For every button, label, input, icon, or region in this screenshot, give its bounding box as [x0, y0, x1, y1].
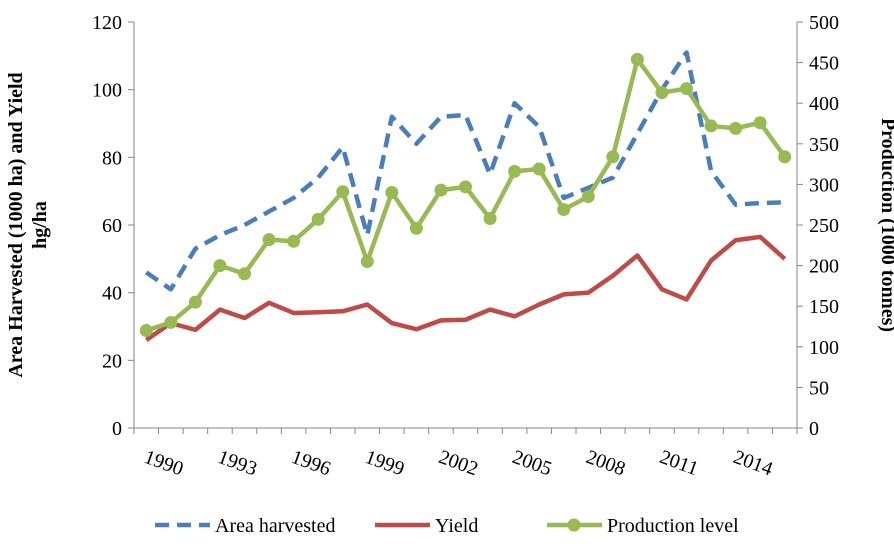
y2-tick-label: 250: [809, 215, 839, 237]
y-tick-label: 40: [102, 283, 122, 305]
y-tick-label: 0: [112, 418, 122, 440]
marker: [385, 186, 399, 200]
marker: [778, 150, 792, 164]
y2-tick-label: 50: [809, 377, 829, 399]
y-tick-label: 120: [92, 12, 122, 34]
marker: [680, 82, 693, 96]
y-axis-label: hg/ha: [29, 201, 51, 249]
marker: [434, 183, 448, 197]
x-tick-label: 2011: [657, 446, 701, 480]
y2-tick-label: 300: [809, 174, 839, 196]
legend-label: Area harvested: [215, 515, 336, 537]
y2-tick-label: 400: [809, 93, 839, 115]
series-line: [145, 234, 787, 342]
marker: [311, 212, 325, 226]
y-tick-label: 20: [102, 350, 122, 372]
y-tick-label: 100: [92, 80, 122, 102]
y-tick-label: 80: [102, 147, 122, 169]
marker: [630, 52, 644, 66]
marker: [532, 162, 546, 176]
y-axis-label: Area Harvested (1000 ha) and Yield: [5, 72, 27, 377]
marker: [238, 267, 251, 281]
series-line: [145, 57, 787, 333]
marker: [360, 255, 374, 269]
y2-tick-label: 350: [809, 134, 839, 156]
marker: [508, 164, 522, 178]
marker: [557, 203, 571, 217]
series-line: [145, 50, 785, 292]
y2-tick-label: 150: [809, 296, 839, 318]
marker: [729, 121, 743, 135]
x-tick-label: 1996: [288, 446, 333, 480]
x-tick-label: 1993: [215, 446, 260, 480]
marker: [188, 295, 202, 309]
y2-tick-label: 0: [809, 418, 819, 440]
marker: [262, 233, 276, 247]
marker: [655, 86, 669, 100]
y2-tick-label: 450: [809, 53, 839, 75]
marker: [409, 221, 423, 235]
y2-tick-label: 200: [809, 256, 839, 278]
y2-axis-label: Production (1000 tonnes): [877, 118, 894, 332]
marker: [459, 180, 472, 194]
legend-label: Production level: [607, 515, 739, 537]
legend-marker: [567, 518, 581, 532]
marker: [483, 212, 497, 226]
x-tick-label: 1990: [141, 446, 186, 480]
x-tick-label: 1999: [362, 446, 407, 480]
x-tick-label: 2005: [509, 446, 554, 480]
marker: [287, 234, 301, 248]
x-tick-label: 2014: [730, 446, 775, 480]
marker: [164, 315, 178, 329]
y2-tick-label: 100: [809, 337, 839, 359]
marker: [139, 324, 153, 338]
x-tick-label: 2008: [583, 446, 628, 480]
marker: [213, 259, 227, 273]
marker: [704, 119, 718, 133]
marker: [753, 116, 767, 130]
legend-label: Yield: [435, 515, 478, 537]
marker: [581, 190, 595, 204]
marker: [336, 185, 350, 199]
y2-tick-label: 500: [809, 12, 839, 34]
marker: [606, 150, 620, 164]
y-tick-label: 60: [102, 215, 122, 237]
x-tick-label: 2002: [436, 446, 481, 480]
